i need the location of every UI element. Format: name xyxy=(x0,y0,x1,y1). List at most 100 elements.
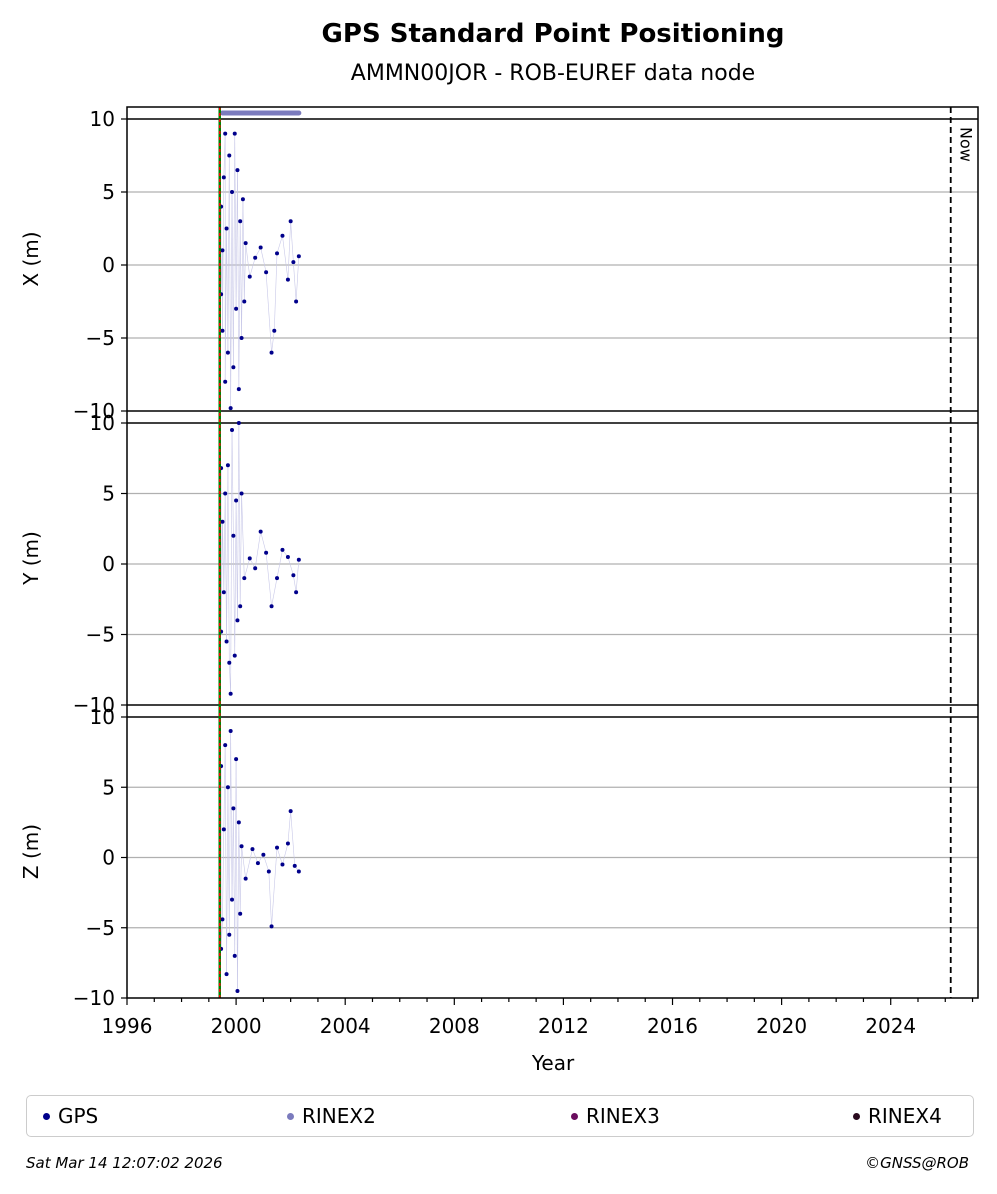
gps-point xyxy=(250,847,255,852)
gps-trace-segment xyxy=(234,759,237,956)
gps-trace-segment xyxy=(234,500,237,656)
gps-point xyxy=(225,350,230,355)
gps-trace-segment xyxy=(238,822,241,914)
gps-point xyxy=(239,844,244,849)
gps-trace-segment xyxy=(228,155,231,409)
gps-trace-segment xyxy=(282,235,289,280)
gps-trace-segment xyxy=(287,221,291,280)
gps-trace-segment xyxy=(263,854,270,872)
gps-trace-segment xyxy=(268,871,272,927)
gps-trace-segment xyxy=(230,191,233,409)
gps-point xyxy=(220,248,225,253)
gps-point xyxy=(221,175,226,180)
gps-trace-segment xyxy=(227,465,230,663)
gps-trace-segment xyxy=(237,170,240,390)
gps-point xyxy=(243,876,248,881)
gps-trace-segment xyxy=(295,559,300,593)
gps-point xyxy=(223,491,228,496)
gps-point xyxy=(239,336,244,340)
legend-item-rinex3: RINEX3 xyxy=(571,1104,660,1128)
gps-trace-segment xyxy=(239,493,242,607)
gps-trace-segment xyxy=(271,578,278,607)
gps-point xyxy=(235,168,240,173)
y-axis-label: X (m) xyxy=(19,231,43,286)
y-axis-label: Z (m) xyxy=(19,824,43,879)
gps-trace-segment xyxy=(231,191,234,368)
gps-trace-segment xyxy=(223,745,226,830)
gps-point xyxy=(296,557,301,562)
gps-point xyxy=(227,153,232,158)
gps-trace-segment xyxy=(238,221,241,390)
gps-point xyxy=(228,729,233,734)
gps-trace-segment xyxy=(233,808,236,956)
gps-point xyxy=(253,566,258,571)
gps-point xyxy=(239,491,244,496)
gps-point xyxy=(266,869,271,874)
gps-point xyxy=(225,463,230,468)
gps-point xyxy=(238,604,243,609)
gps-point xyxy=(234,498,239,503)
chart-subtitle: AMMN00JOR - ROB-EUREF data node xyxy=(351,61,755,86)
rinex3-marker-icon xyxy=(571,1112,578,1120)
chart-title: GPS Standard Point Positioning xyxy=(322,19,785,49)
gps-point xyxy=(221,590,226,595)
gps-point xyxy=(288,809,293,814)
gps-trace-segment xyxy=(239,221,242,339)
gps-trace-segment xyxy=(226,228,229,353)
gps-point xyxy=(224,639,229,644)
legend-item-rinex4: RINEX4 xyxy=(853,1104,942,1128)
gps-point xyxy=(258,529,263,534)
gps-point xyxy=(238,219,243,224)
gps-point xyxy=(285,554,290,559)
gps-point xyxy=(269,604,274,609)
y-tick-label: 5 xyxy=(102,775,115,799)
gps-point xyxy=(232,953,237,958)
gps-point xyxy=(247,556,252,561)
gps-trace-segment xyxy=(293,262,297,302)
y-tick-label: −5 xyxy=(86,916,115,940)
gps-trace-segment xyxy=(235,170,238,309)
gps-trace-segment xyxy=(249,257,256,277)
gps-point xyxy=(234,306,239,311)
gps-point xyxy=(223,743,228,748)
legend-label-gps: GPS xyxy=(58,1104,99,1128)
gps-trace-segment xyxy=(241,493,245,579)
gps-point xyxy=(292,863,297,868)
footer-credit: ©GNSS@ROB xyxy=(865,1154,969,1172)
gps-trace-segment xyxy=(254,531,261,569)
y-tick-label: 0 xyxy=(102,846,115,870)
y-tick-label: 10 xyxy=(90,107,115,131)
gps-point xyxy=(291,573,296,578)
gps-point xyxy=(224,226,229,231)
rinex2-marker-icon xyxy=(287,1112,294,1120)
gps-point xyxy=(236,387,241,392)
gps-trace-segment xyxy=(273,253,278,331)
x-tick-label: 2012 xyxy=(538,1014,589,1038)
gps-point xyxy=(234,757,239,762)
y-tick-label: 10 xyxy=(90,411,115,435)
gps-point xyxy=(253,255,258,260)
gps-point xyxy=(240,197,245,202)
gps-trace-segment xyxy=(222,521,225,593)
gps-trace-segment xyxy=(243,558,251,579)
gps-trace-segment xyxy=(230,430,233,694)
gps-trace-segment xyxy=(230,731,233,900)
y-tick-label: 5 xyxy=(102,482,115,506)
y-tick-label: 10 xyxy=(90,705,115,729)
gps-trace-segment xyxy=(237,422,240,621)
gps-point xyxy=(247,274,252,279)
gps-point xyxy=(264,550,269,555)
now-label: Now xyxy=(957,127,976,162)
x-tick-label: 2016 xyxy=(647,1014,698,1038)
gps-point xyxy=(231,533,236,538)
gps-point xyxy=(296,254,301,259)
gps-point xyxy=(228,406,233,411)
gps-point xyxy=(242,576,247,581)
gps-trace-segment xyxy=(226,465,229,642)
gps-point xyxy=(280,233,285,238)
gps-point xyxy=(238,911,243,916)
gps-point xyxy=(280,862,285,867)
gps-point xyxy=(223,379,228,384)
gps-trace-segment xyxy=(224,493,227,642)
gps-trace-segment xyxy=(271,847,278,927)
